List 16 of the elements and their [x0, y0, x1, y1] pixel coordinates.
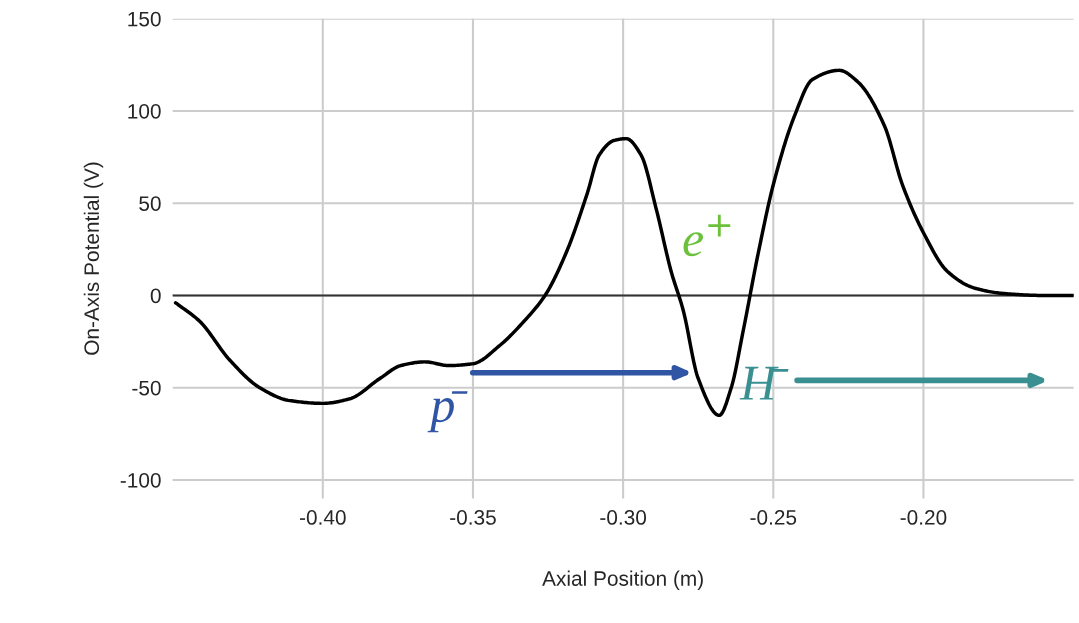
annotation: e$^{+}$ — [683, 214, 731, 257]
y-tick-label: 100 — [128, 103, 161, 119]
x-tick-label: -0.25 — [750, 510, 797, 525]
y-tick-label: 150 — [128, 11, 161, 27]
y-axis-title: On-Axis Potential (V) — [83, 162, 104, 355]
x-tick-label: -0.30 — [600, 510, 647, 525]
annotation: p̄ — [427, 391, 468, 433]
x-axis-title: Axial Position (m) — [542, 570, 703, 591]
x-tick-label: -0.40 — [299, 510, 346, 525]
annotation: H̄ — [739, 366, 789, 400]
x-tick-label: -0.35 — [450, 510, 496, 525]
y-tick-label: 0 — [150, 288, 161, 304]
y-tick-label: -50 — [132, 380, 161, 396]
y-tick-label: -100 — [120, 472, 161, 488]
x-tick-label: -0.20 — [900, 510, 947, 525]
y-tick-label: 50 — [139, 196, 161, 211]
